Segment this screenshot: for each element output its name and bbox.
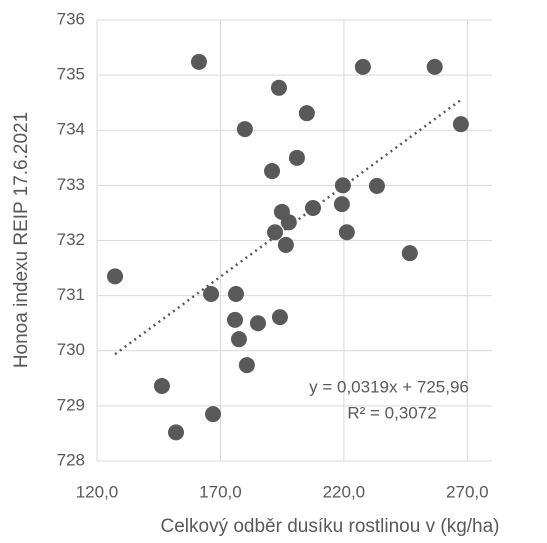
data-point xyxy=(249,315,266,332)
data-point xyxy=(227,311,244,328)
data-point xyxy=(168,424,184,441)
x-tick-label: 120,0 xyxy=(76,482,119,501)
data-point xyxy=(270,79,287,96)
data-point xyxy=(264,163,281,180)
y-tick-label: 732 xyxy=(57,230,85,249)
data-point xyxy=(338,224,355,241)
y-tick-label: 736 xyxy=(57,9,85,28)
data-point xyxy=(230,331,247,348)
data-point xyxy=(153,378,170,395)
data-point xyxy=(227,285,244,302)
y-tick-label: 733 xyxy=(57,175,85,194)
data-point xyxy=(368,177,385,194)
data-point xyxy=(280,214,297,231)
x-tick-label: 270,0 xyxy=(446,482,489,501)
data-point xyxy=(205,406,222,423)
data-point xyxy=(107,268,124,285)
data-point xyxy=(203,285,220,302)
trendline-equation: y = 0,0319x + 725,96 xyxy=(309,377,469,396)
y-tick-label: 729 xyxy=(57,395,85,414)
data-point xyxy=(354,58,371,75)
data-point xyxy=(277,236,294,253)
y-tick-label: 734 xyxy=(57,120,85,139)
data-point xyxy=(298,105,315,122)
y-axis-title: Honoa indexu REIP 17.6.2021 xyxy=(11,112,32,368)
x-axis-title: Celkový odběr dusíku rostlinou v (kg/ha) xyxy=(161,516,500,537)
y-tick-label: 731 xyxy=(57,285,85,304)
data-point xyxy=(236,121,253,138)
data-point xyxy=(452,116,469,133)
data-point xyxy=(334,177,351,194)
data-point xyxy=(238,357,255,374)
y-tick-label: 735 xyxy=(57,65,85,84)
data-point xyxy=(401,245,418,262)
data-point xyxy=(426,58,443,75)
data-point xyxy=(266,224,283,241)
x-tick-label: 220,0 xyxy=(323,482,366,501)
data-point xyxy=(305,199,322,216)
data-point xyxy=(333,196,350,213)
data-point xyxy=(288,149,305,166)
data-point xyxy=(271,309,288,326)
x-tick-label: 170,0 xyxy=(199,482,242,501)
y-tick-label: 728 xyxy=(57,450,85,469)
r-squared: R² = 0,3072 xyxy=(347,403,436,422)
data-point xyxy=(190,53,207,70)
y-tick-label: 730 xyxy=(57,340,85,359)
